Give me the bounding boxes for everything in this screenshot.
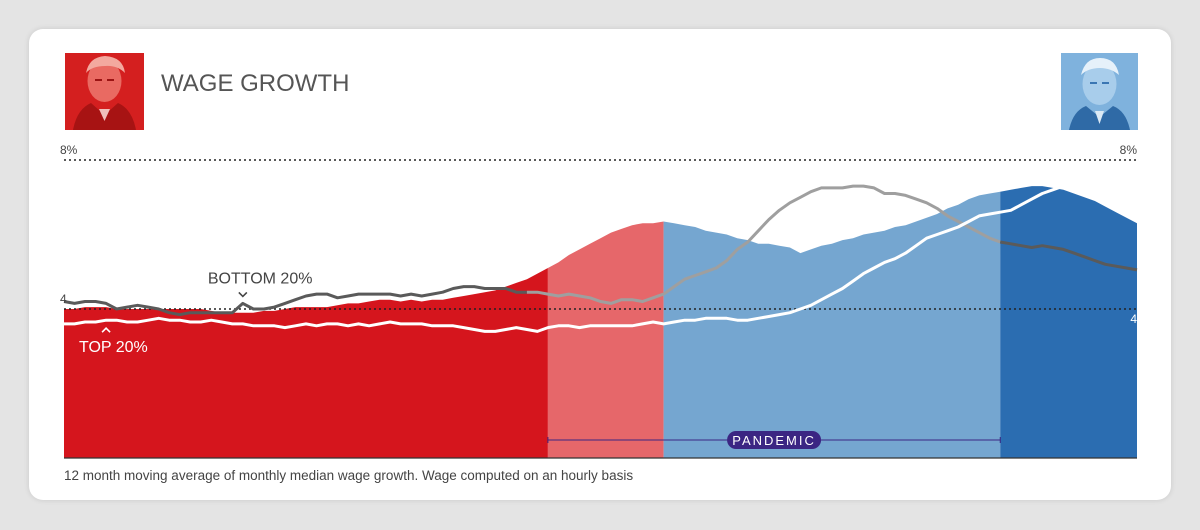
bottom-20-label: BOTTOM 20% [208,270,313,287]
area-segment-3 [663,191,1001,458]
chart-caption: 12 month moving average of monthly media… [64,468,633,483]
y-tick-left-4: 4 [60,292,67,306]
pandemic-badge [727,431,822,449]
bottom-20-line-pandemic [526,184,1001,305]
trump-portrait-icon [65,53,144,130]
y-tick-left-8: 8% [60,143,78,157]
top-20-line [64,179,1138,333]
chart-card: WAGE GROWTH 8% 4 8% 4 BOTTOM 20% TOP 20% PAND… [29,29,1171,500]
bottom-20-caret-icon [238,291,248,298]
pandemic-label: PANDEMIC [732,433,816,448]
bottom-20-line-trump [63,285,527,317]
top-20-label: TOP 20% [79,339,148,356]
area-segment-2 [547,221,664,458]
bottom-20-line-biden [999,240,1138,272]
top-20-caret-icon [101,327,111,333]
chart-title: WAGE GROWTH [161,70,349,97]
biden-portrait-icon [1061,53,1138,130]
y-tick-right-8: 8% [1120,143,1138,157]
area-segment-1 [64,268,548,458]
y-tick-right-4: 4 [1130,312,1137,326]
chart-svg: WAGE GROWTH 8% 4 8% 4 BOTTOM 20% TOP 20% PAND… [60,53,1138,483]
area-segment-4 [1000,186,1137,458]
